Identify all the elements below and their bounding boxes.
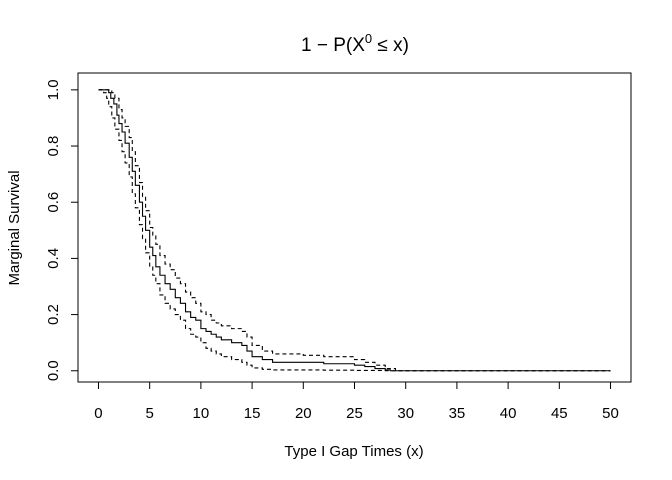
y-tick-label: 0.8	[45, 136, 62, 157]
x-tick-label: 20	[295, 405, 312, 422]
x-tick-label: 35	[449, 405, 466, 422]
x-tick-label: 40	[500, 405, 517, 422]
x-tick-label: 10	[193, 405, 210, 422]
x-tick-label: 5	[146, 405, 154, 422]
y-axis-title: Marginal Survival	[6, 170, 23, 285]
x-tick-label: 50	[602, 405, 619, 422]
y-tick-label: 0.0	[45, 360, 62, 381]
x-tick-label: 45	[551, 405, 568, 422]
y-tick-label: 0.2	[45, 304, 62, 325]
survival-estimate-line	[98, 89, 611, 372]
y-axis: 0.0 0.2 0.4 0.6 0.8 1.0	[45, 79, 79, 381]
y-tick-label: 1.0	[45, 79, 62, 100]
chart-title-superscript: 0	[365, 31, 372, 46]
x-tick-label: 25	[346, 405, 363, 422]
x-tick-label: 30	[397, 405, 414, 422]
confidence-band-line-1	[98, 89, 611, 372]
plot-frame	[77, 72, 632, 383]
series-group	[98, 89, 611, 372]
y-tick-label: 0.4	[45, 248, 62, 269]
chart-title: 1 − P(X0 ≤ x)	[301, 31, 409, 56]
x-tick-label: 0	[94, 405, 102, 422]
x-axis-title: Type I Gap Times (x)	[284, 443, 423, 460]
y-tick-label: 0.6	[45, 192, 62, 213]
chart-title-suffix: ≤ x)	[372, 35, 409, 56]
x-tick-label: 15	[244, 405, 261, 422]
confidence-band-line-2	[98, 89, 611, 372]
chart-title-prefix: 1 − P(X	[301, 35, 365, 56]
x-axis: 0 5 10 15 20 25 30 35 40 45 50	[94, 381, 619, 422]
